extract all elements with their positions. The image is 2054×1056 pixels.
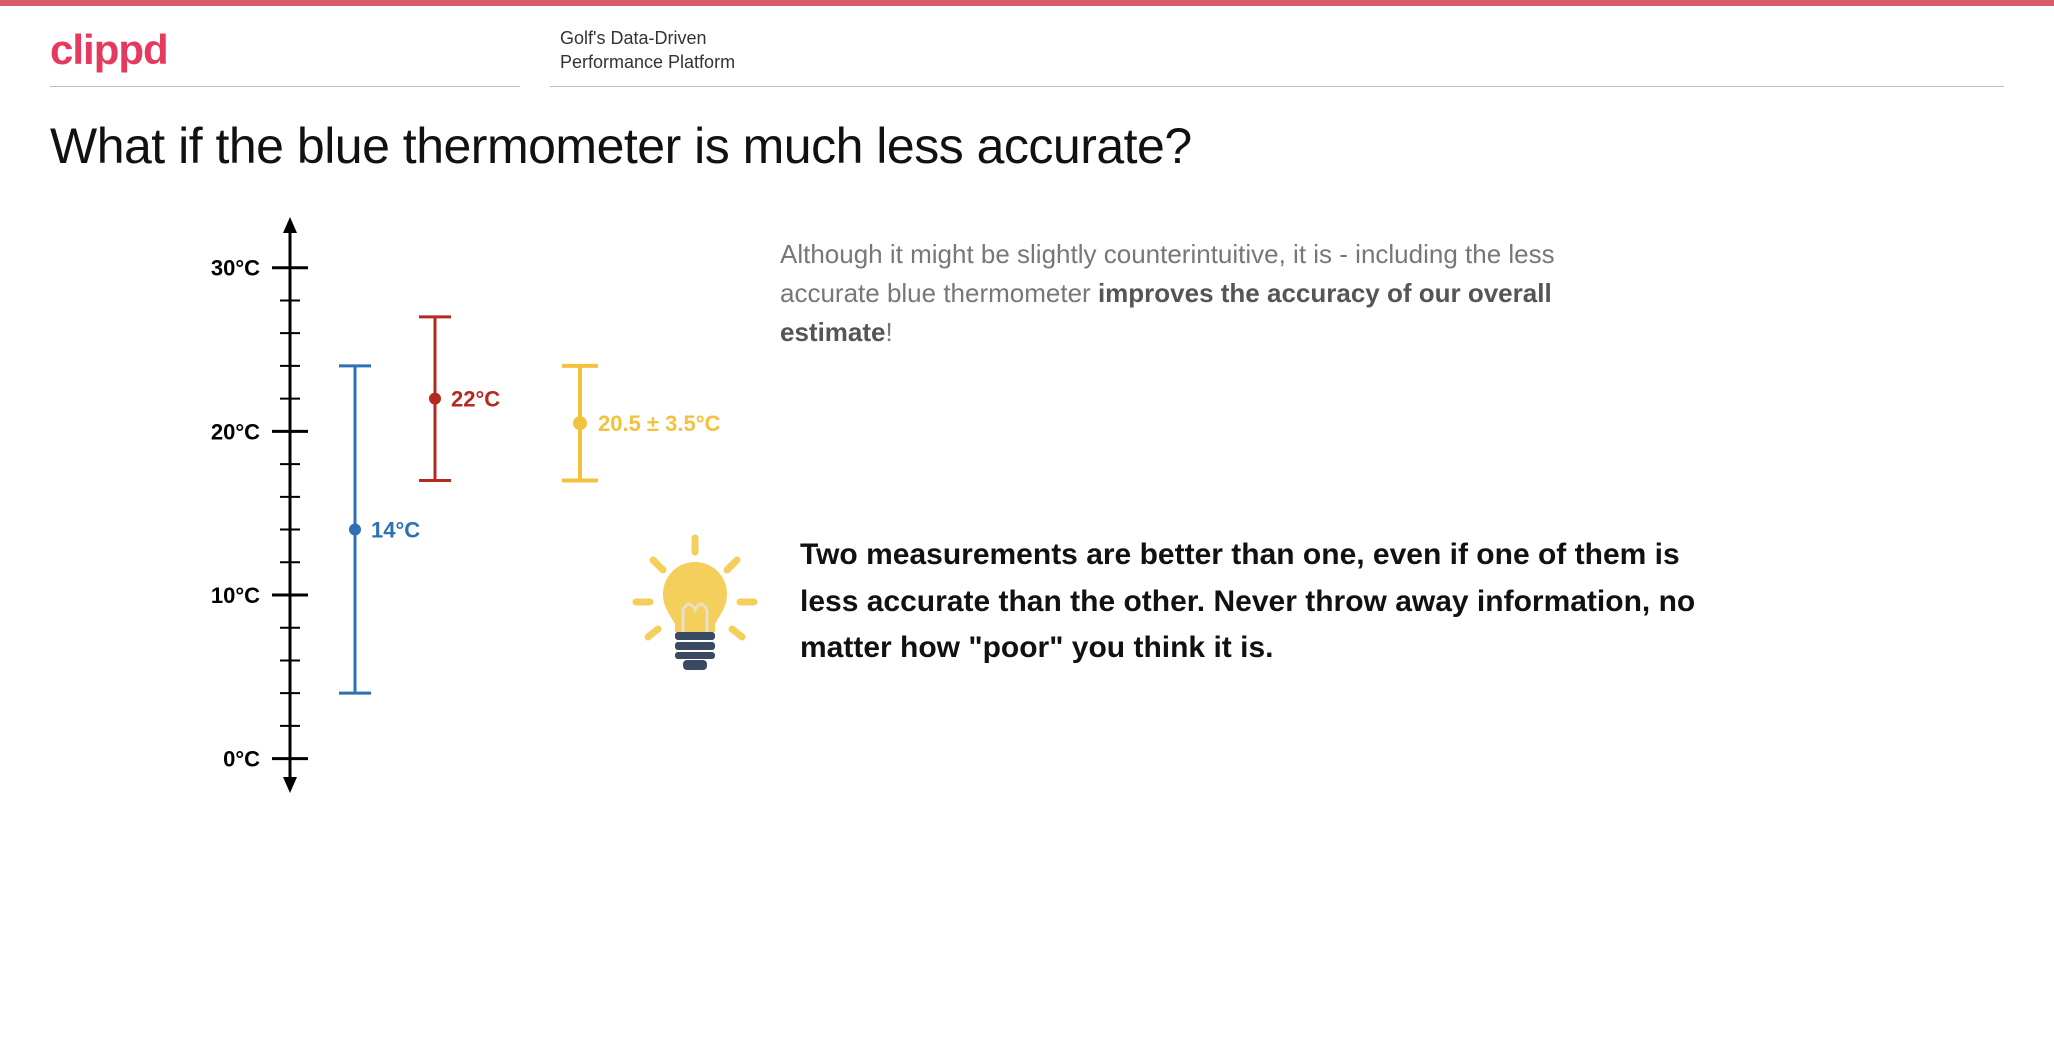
tagline-line1: Golf's Data-Driven [560, 27, 2004, 50]
takeaway-text: Two measurements are better than one, ev… [800, 532, 1700, 672]
thermometer-chart: 0°C 10°C 20°C 30°C 14°C 22°C 20.5 ± 3.5°C [180, 215, 740, 795]
svg-text:20.5 ± 3.5°C: 20.5 ± 3.5°C [598, 411, 720, 436]
page-title: What if the blue thermometer is much les… [0, 87, 2054, 185]
svg-text:30°C: 30°C [211, 256, 260, 281]
svg-text:10°C: 10°C [211, 583, 260, 608]
svg-text:20°C: 20°C [211, 419, 260, 444]
tagline-line2: Performance Platform [560, 51, 2004, 74]
logo-block: clippd [50, 26, 520, 87]
explanation-text: Although it might be slightly counterint… [780, 235, 1600, 352]
logo-text: clippd [50, 26, 168, 73]
content-row: 0°C 10°C 20°C 30°C 14°C 22°C 20.5 ± 3.5°C Alth… [0, 185, 2054, 840]
text-column: Although it might be slightly counterint… [780, 215, 1994, 682]
header: clippd Golf's Data-Driven Performance Pl… [0, 6, 2054, 87]
svg-text:14°C: 14°C [371, 518, 420, 543]
lightbulb-icon [620, 532, 770, 682]
svg-text:22°C: 22°C [451, 387, 500, 412]
takeaway-row: Two measurements are better than one, ev… [620, 532, 1994, 682]
chart-column: 0°C 10°C 20°C 30°C 14°C 22°C 20.5 ± 3.5°C [180, 215, 740, 800]
tagline-block: Golf's Data-Driven Performance Platform [550, 27, 2004, 87]
svg-text:0°C: 0°C [223, 747, 260, 772]
explain-suffix: ! [886, 317, 893, 347]
